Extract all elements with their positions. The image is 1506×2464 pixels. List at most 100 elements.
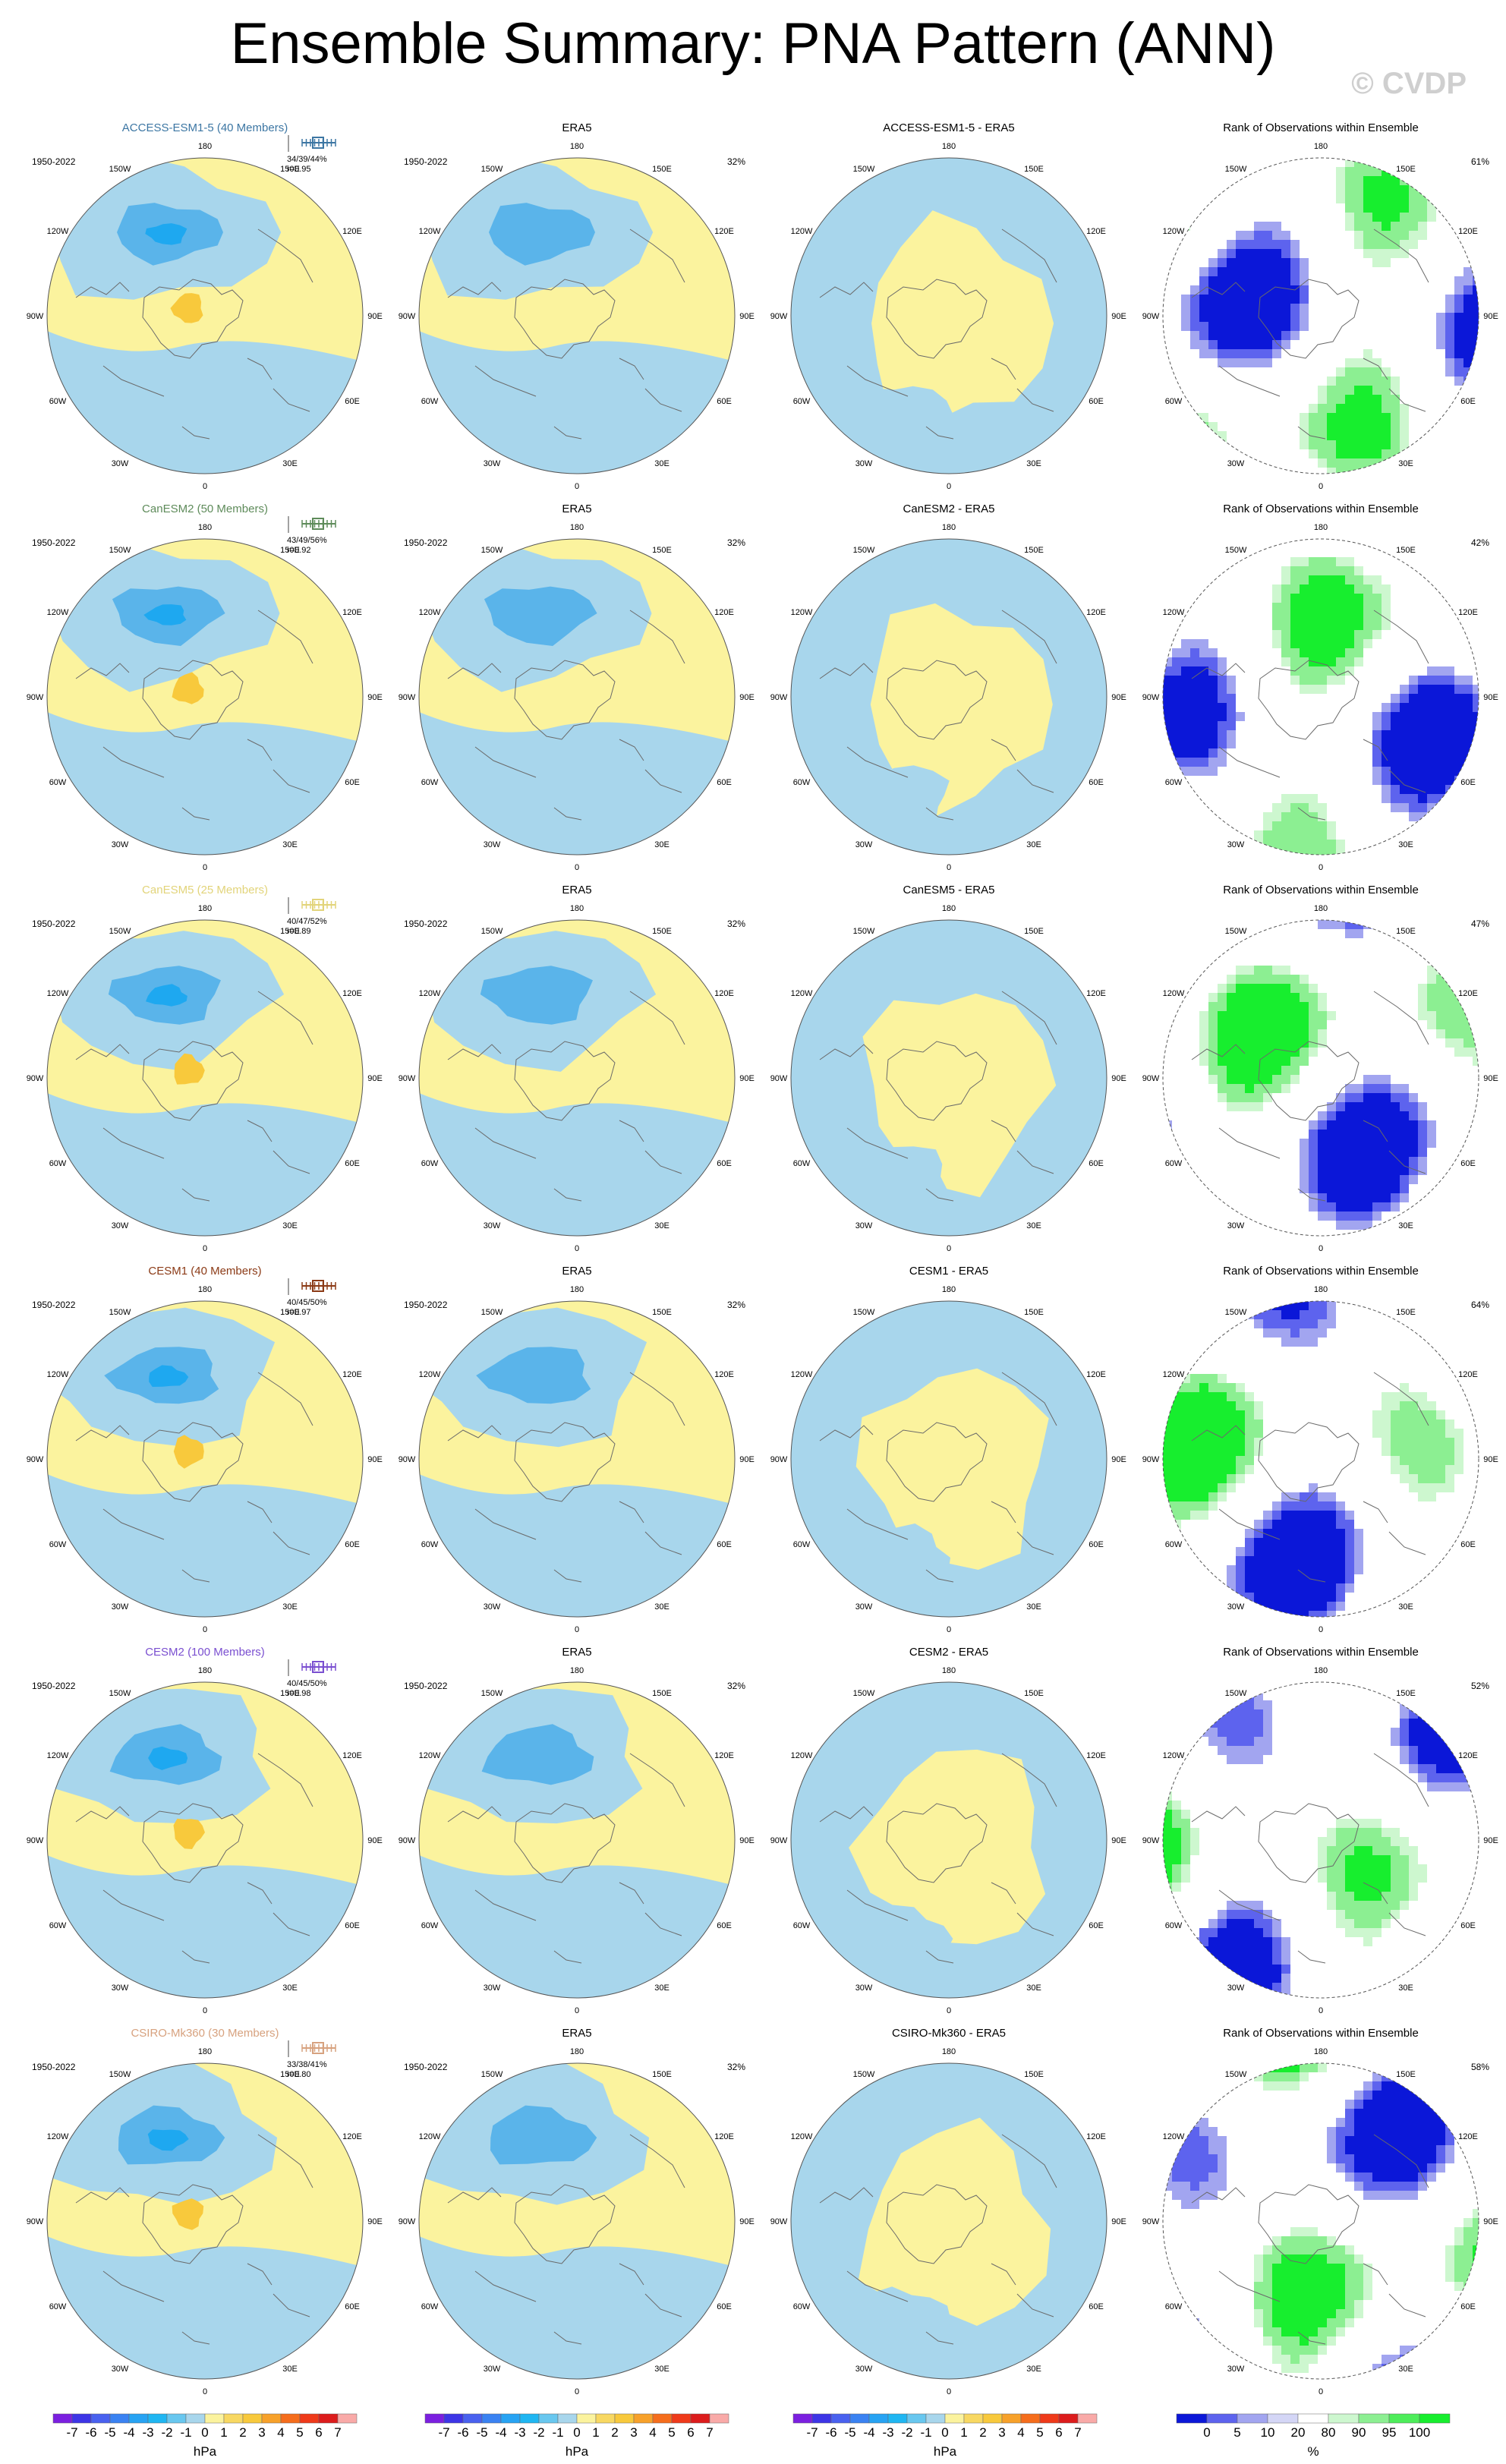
longitude-label: 60W (49, 2302, 67, 2311)
rank-cell (1290, 258, 1300, 267)
rank-cell (1172, 1429, 1181, 1438)
rank-cell (1318, 1602, 1327, 1611)
rank-cell (1236, 1719, 1245, 1728)
rank-cell (1218, 258, 1227, 267)
rank-cell (1400, 1429, 1409, 1438)
rank-cell (1418, 194, 1427, 203)
rank-cell (1354, 167, 1363, 176)
rank-cell (1382, 176, 1391, 185)
rank-cell (1345, 603, 1354, 612)
rank-cell (1318, 657, 1327, 666)
rank-cell (1463, 1709, 1473, 1719)
rank-cell (1309, 2291, 1318, 2300)
rank-cell (1172, 1520, 1181, 1529)
rank-cell (1372, 575, 1382, 584)
rank-cell (1427, 203, 1436, 213)
rank-cell (1400, 2145, 1409, 2154)
rank-cell (1363, 1837, 1372, 1846)
rank-cell (1345, 2145, 1354, 2154)
rank-cell (1327, 1511, 1336, 1520)
rank-cell (1463, 703, 1473, 712)
rank-cell (1281, 1611, 1290, 1617)
rank-cell (1336, 575, 1345, 584)
rank-cell (1327, 1855, 1336, 1864)
rank-cell (1336, 458, 1345, 468)
longitude-label: 120E (1086, 608, 1106, 617)
rank-cell (1327, 1837, 1336, 1846)
longitude-label: 90W (1142, 1455, 1160, 1464)
rank-cell (1208, 167, 1218, 176)
rank-cell (1463, 1029, 1473, 1038)
rank-cell (1445, 721, 1454, 730)
longitude-label: 120E (1458, 2132, 1478, 2141)
longitude-label: 60E (1089, 1540, 1104, 1549)
rank-cell (1363, 1819, 1372, 1828)
rank-cell (1236, 258, 1245, 267)
rank-cell (1436, 322, 1445, 331)
rank-cell (1336, 1846, 1345, 1855)
rank-cell (1227, 258, 1236, 267)
rank-cell (1354, 2282, 1363, 2291)
longitude-label: 60E (345, 2302, 360, 2311)
rank-cell (1254, 1038, 1263, 1048)
rank-cell (1336, 176, 1345, 185)
colorbar-model-swatches: -7 -6 -5 -4 -3 -2 -1 0 1 2 3 4 5 6 7 (52, 2413, 358, 2440)
rank-cell (1272, 1538, 1281, 1547)
rank-cell (1208, 458, 1218, 468)
rank-cell (1254, 222, 1263, 231)
rank-cell (1208, 1737, 1218, 1746)
rank-cell (1327, 1828, 1336, 1837)
rank-cell (1208, 2364, 1218, 2373)
rank-cell (1236, 240, 1245, 249)
rank-cell (1272, 975, 1281, 984)
rank-cell (1245, 993, 1254, 1002)
rank-cell (1309, 2063, 1318, 2072)
rank-cell (1208, 1965, 1218, 1974)
rank-cell (1318, 993, 1327, 1002)
rank-cell (1208, 313, 1218, 322)
rank-cell (1309, 2245, 1318, 2254)
rank-cell (1263, 276, 1272, 285)
rank-cell (1336, 676, 1345, 685)
rank-cell (1218, 1401, 1227, 1410)
rank-cell (1445, 1965, 1454, 1974)
rank-cell (1236, 1066, 1245, 1075)
longitude-label: 150W (481, 1689, 503, 1698)
colorbar-swatch (1297, 2413, 1329, 2424)
rank-cell (1190, 1483, 1199, 1492)
rank-cell (1254, 240, 1263, 249)
rank-cell (1391, 1828, 1400, 1837)
rank-cell (1473, 575, 1479, 584)
rank-cell (1436, 2154, 1445, 2163)
longitude-label: 150E (652, 2070, 672, 2079)
map-boundary (790, 1681, 1107, 1999)
rank-cell (1409, 2081, 1418, 2091)
rank-cell (1327, 821, 1336, 830)
rank-cell (1409, 1855, 1418, 1864)
rank-cell (1318, 1166, 1327, 1175)
rank-cell (1254, 1919, 1263, 1928)
rank-cell (1318, 2254, 1327, 2264)
rank-cell (1272, 630, 1281, 639)
rank-cell (1218, 431, 1227, 440)
colorbar-swatch (443, 2413, 464, 2424)
rank-cell (1463, 1048, 1473, 1057)
rank-cell (1263, 267, 1272, 276)
longitude-label: 180 (570, 142, 584, 151)
rank-cell (1372, 1928, 1382, 1937)
rank-cell (1236, 1392, 1245, 1401)
rank-cell (1254, 1447, 1263, 1456)
rank-cell (1181, 158, 1190, 167)
rank-cell (1473, 285, 1479, 295)
rank-cell (1372, 1111, 1382, 1120)
rank-cell (1227, 1728, 1236, 1737)
longitude-label: 30W (484, 1221, 501, 1230)
rank-cell (1254, 231, 1263, 240)
rank-cell (1254, 1410, 1263, 1419)
rank-cell (1327, 830, 1336, 840)
longitude-label: 120E (1458, 1370, 1478, 1379)
rank-cell (1473, 594, 1479, 603)
rank-cell (1218, 1974, 1227, 1983)
rank-cell (1272, 1066, 1281, 1075)
rank-cell (1172, 920, 1181, 929)
